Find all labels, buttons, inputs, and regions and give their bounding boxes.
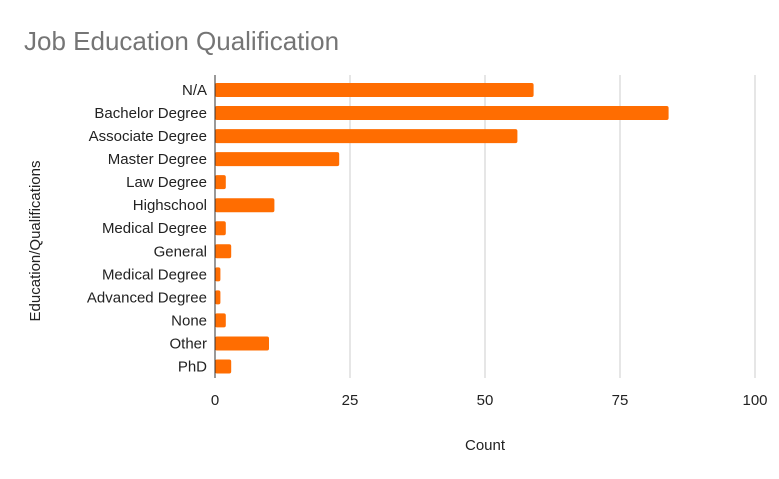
category-label: Highschool: [133, 197, 207, 214]
bar: [215, 313, 226, 328]
bar: [215, 198, 275, 213]
bar: [215, 244, 232, 259]
gridlines: [349, 75, 756, 378]
bar: [215, 129, 518, 144]
category-labels: N/A Bachelor Degree Associate Degree Master…: [87, 82, 207, 375]
bar: [215, 221, 226, 236]
bar: [215, 83, 534, 97]
x-tick-labels: 0 25 50 75 100: [211, 392, 768, 409]
bar: [215, 359, 232, 374]
y-axis-title: Education/Qualifications: [27, 161, 44, 322]
x-tick-label: 25: [342, 392, 359, 409]
bar: [215, 175, 226, 190]
x-tick-label: 0: [211, 392, 219, 409]
category-label: Bachelor Degree: [94, 105, 207, 122]
category-label: N/A: [182, 82, 207, 99]
category-label: Other: [169, 335, 207, 352]
category-label: Associate Degree: [89, 128, 207, 145]
x-tick-label: 50: [477, 392, 494, 409]
bar: [215, 290, 221, 305]
bar: [215, 267, 221, 282]
chart-title: Job Education Qualification: [24, 26, 339, 56]
category-label: Advanced Degree: [87, 289, 207, 306]
category-label: Master Degree: [108, 151, 207, 168]
bars: [215, 83, 669, 374]
x-tick-label: 100: [742, 392, 767, 409]
category-label: PhD: [178, 358, 207, 375]
bar: [215, 152, 340, 167]
category-label: Medical Degree: [102, 220, 207, 237]
category-label: None: [171, 312, 207, 329]
category-label: Law Degree: [126, 174, 207, 191]
category-label: General: [154, 243, 207, 260]
bar: [215, 106, 669, 121]
category-label: Medical Degree: [102, 266, 207, 283]
bar: [215, 336, 269, 351]
x-tick-label: 75: [612, 392, 629, 409]
x-axis-title: Count: [465, 437, 506, 454]
